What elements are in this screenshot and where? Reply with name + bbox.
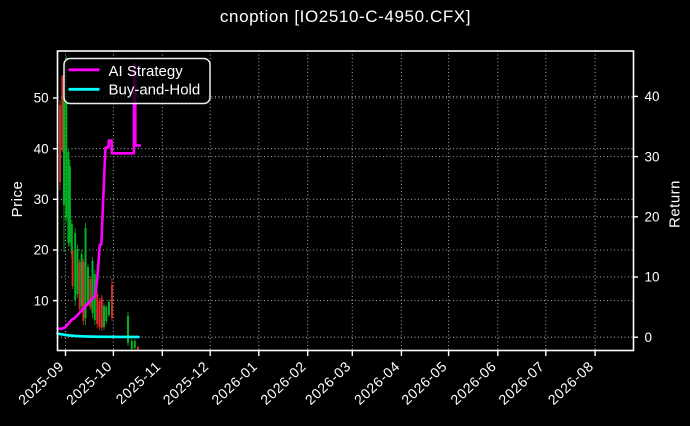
svg-text:10: 10 xyxy=(645,270,660,285)
svg-text:10: 10 xyxy=(34,293,49,308)
svg-text:AI Strategy: AI Strategy xyxy=(109,63,184,80)
svg-text:30: 30 xyxy=(34,192,49,207)
svg-text:0: 0 xyxy=(645,330,653,345)
svg-text:50: 50 xyxy=(34,91,49,106)
svg-text:40: 40 xyxy=(34,141,49,156)
svg-text:Return: Return xyxy=(666,180,683,228)
svg-text:Buy-and-Hold: Buy-and-Hold xyxy=(109,82,201,99)
svg-text:Price: Price xyxy=(9,181,26,218)
svg-text:20: 20 xyxy=(645,210,660,225)
svg-text:30: 30 xyxy=(645,149,660,164)
svg-text:20: 20 xyxy=(34,243,49,258)
svg-text:40: 40 xyxy=(645,89,660,104)
svg-text:cnoption [IO2510-C-4950.CFX]: cnoption [IO2510-C-4950.CFX] xyxy=(220,7,471,26)
